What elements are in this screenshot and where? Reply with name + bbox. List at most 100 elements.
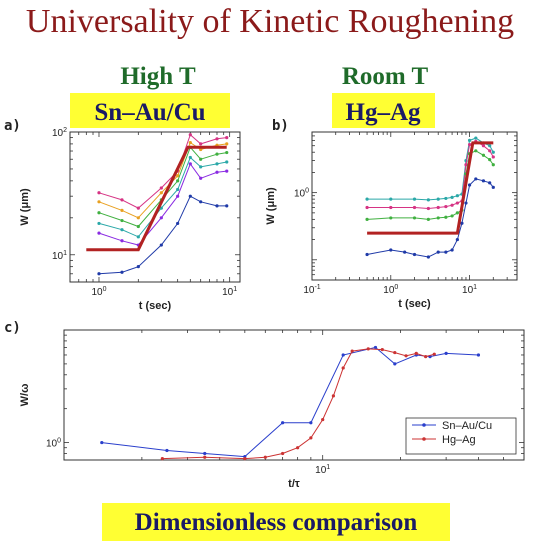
material-label-left: Sn–Au/Cu (94, 99, 205, 126)
data-point (188, 155, 192, 160)
data-point (365, 205, 369, 210)
data-point (488, 144, 492, 148)
data-point (365, 252, 369, 257)
data-point (120, 198, 124, 202)
data-point (436, 250, 440, 254)
data-point (281, 421, 285, 425)
data-point (188, 133, 192, 137)
data-point (455, 201, 459, 205)
data-point (373, 345, 378, 350)
data-point (225, 136, 229, 140)
data-point (424, 355, 428, 359)
series-line-1 (162, 348, 435, 460)
data-point (176, 194, 180, 198)
data-point (436, 205, 440, 210)
data-point (476, 353, 481, 357)
data-point (412, 205, 417, 210)
data-point (491, 155, 495, 159)
data-point (309, 421, 313, 425)
data-point (199, 165, 203, 169)
y-tick-label: 102 (52, 127, 67, 139)
data-point (444, 351, 448, 355)
data-point (488, 149, 492, 153)
data-point (491, 150, 495, 154)
data-point (97, 231, 101, 235)
data-point (426, 206, 430, 211)
data-point (464, 201, 468, 205)
data-point (97, 272, 101, 276)
legend-label: Sn–Au/Cu (442, 420, 492, 432)
data-point (215, 152, 219, 156)
data-point (136, 265, 140, 269)
data-point (450, 195, 454, 199)
data-point (436, 216, 440, 220)
data-point (215, 162, 219, 166)
data-point (309, 436, 313, 440)
data-point (467, 138, 472, 142)
data-point (203, 455, 207, 459)
data-point (281, 451, 285, 456)
data-point (100, 440, 104, 445)
data-point (176, 221, 180, 226)
data-point (444, 204, 448, 209)
data-point (199, 157, 203, 161)
data-point (450, 203, 454, 207)
data-point (464, 163, 468, 167)
legend-marker (422, 437, 426, 441)
fit-line (86, 145, 227, 252)
data-point (432, 352, 436, 356)
data-point (225, 160, 229, 164)
data-point (455, 211, 459, 215)
fit-line (367, 141, 494, 235)
data-point (389, 197, 393, 201)
data-point (243, 457, 247, 461)
data-point (225, 150, 229, 155)
material-label-right: Hg–Ag (346, 99, 422, 126)
data-point (412, 216, 417, 220)
data-point (393, 350, 397, 355)
x-tick-label: 101 (462, 284, 477, 296)
data-point (488, 181, 492, 185)
material-highlight-left (70, 93, 230, 128)
data-point (403, 250, 407, 254)
data-point (159, 216, 163, 220)
data-point (481, 144, 486, 148)
data-point (215, 170, 219, 174)
data-point (404, 354, 408, 358)
data-point (263, 455, 267, 459)
x-axis-label: t (sec) (398, 298, 431, 310)
y-axis-label: W (μm) (19, 188, 31, 226)
data-point (366, 347, 370, 351)
data-point (331, 394, 336, 398)
data-point (199, 200, 203, 204)
data-point (136, 224, 140, 229)
panel-letter-b: b) (272, 118, 289, 134)
data-point (215, 137, 219, 141)
data-point (444, 196, 448, 201)
data-point (414, 351, 418, 355)
series-line-3 (367, 178, 494, 258)
data-point (296, 446, 300, 450)
data-point (97, 191, 101, 195)
data-point (120, 208, 124, 212)
data-point (176, 179, 180, 183)
data-point (203, 451, 207, 456)
data-point (426, 217, 430, 221)
y-tick-label: 100 (294, 188, 309, 200)
data-point (341, 353, 345, 357)
legend-label: Hg–Ag (442, 434, 476, 446)
data-point (120, 270, 124, 274)
heading-high-t: High T (120, 63, 196, 90)
data-point (365, 197, 369, 201)
heading-room-t: Room T (342, 63, 429, 90)
data-point (97, 211, 101, 215)
data-point (426, 198, 430, 202)
data-point (481, 153, 486, 157)
data-point (426, 255, 430, 259)
data-point (120, 218, 124, 223)
data-point (341, 366, 345, 370)
data-point (97, 221, 101, 226)
data-point (393, 362, 397, 366)
